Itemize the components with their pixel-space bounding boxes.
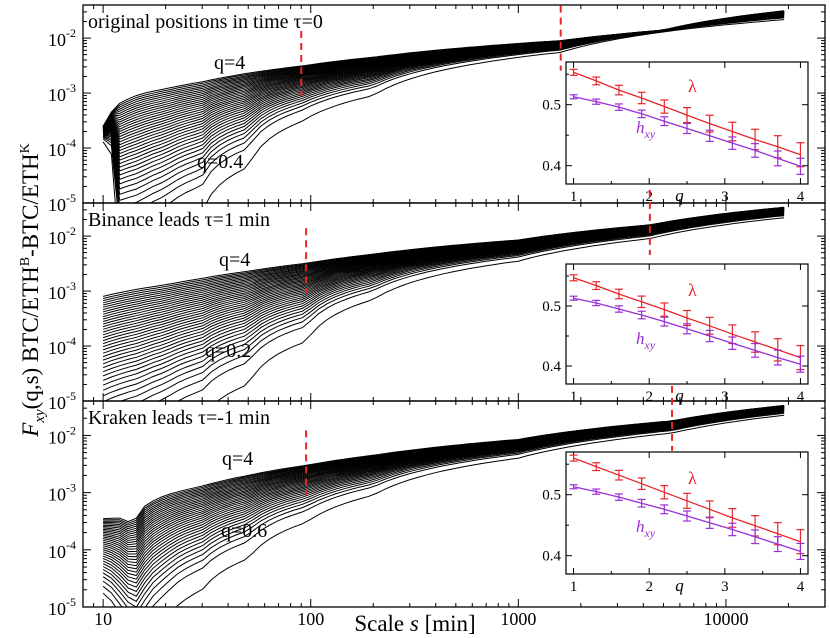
panel-frame: [82, 400, 826, 608]
curve-q-0.8: [102, 412, 785, 607]
x-tick-label: 1000: [500, 609, 536, 629]
curve-q-0.9: [102, 411, 785, 607]
x-tick-label: 100: [297, 609, 324, 629]
panel-title: Kraken leads τ=-1 min: [88, 407, 270, 429]
x-axis-label: Scale s [min]: [354, 611, 475, 636]
inset-x-tick-label: 3: [721, 189, 729, 205]
curve-family: [102, 206, 785, 401]
lambda-label: λ: [688, 280, 697, 300]
chart-panel-2: 10-5 10-4 10-3 10-2 Binance leads τ=1 min q=4…: [48, 189, 826, 413]
inset-x-tick-label: 3: [721, 579, 729, 595]
chart-panel-3: 10-5 10-4 10-3 10-2 10 100 1000 10000 Kraken lea…: [48, 385, 826, 629]
label-q-max: q=4: [219, 249, 250, 271]
lambda-series: λ: [569, 68, 805, 168]
curve-q-0.6: [175, 414, 785, 607]
inset-y-tick-label: 0.5: [542, 98, 561, 114]
inset-x-tick-label: 2: [645, 389, 653, 405]
y-tick-label: 10-3: [48, 481, 76, 505]
hxy-series: hxy: [569, 295, 805, 373]
inset-x-label: q: [675, 576, 684, 595]
inset-x-tick-label: 4: [797, 389, 805, 405]
y-tick-label: 10-3: [48, 81, 76, 105]
inset-x-tick-label: 1: [570, 189, 578, 205]
curve-q-0.3: [177, 215, 785, 401]
curve-family: [102, 405, 785, 607]
label-q-min: q=0.2: [205, 340, 251, 362]
y-tick-label: 10-2: [48, 26, 76, 50]
label-q-max: q=4: [222, 448, 253, 470]
x-tick-label: 10000: [703, 609, 748, 629]
inset-x-tick-label: 2: [645, 579, 653, 595]
inset-y-tick-label: 0.4: [542, 159, 561, 175]
inset-x-tick-label: 4: [797, 189, 805, 205]
curve-q-0.4: [157, 214, 785, 401]
curve-q-4.0: [102, 10, 785, 127]
hxy-series: hxy: [569, 94, 805, 175]
curve-q-0.2: [216, 217, 785, 401]
hxy-series: hxy: [569, 484, 805, 561]
panel-title: original positions in time τ=0: [88, 11, 323, 33]
inset-x-tick-label: 2: [645, 189, 653, 205]
label-q-min: q=0.4: [197, 151, 243, 173]
curve-q-4.0: [102, 206, 785, 297]
curve-family: [102, 10, 785, 203]
y-axis-label: Fxy(q,s) BTC/ETHB-BTC/ETHK: [18, 143, 48, 437]
panel-title: Binance leads τ=1 min: [88, 209, 270, 231]
y-tick-label: 10-2: [48, 423, 76, 447]
hxy-label: hxy: [636, 517, 656, 540]
y-tick-label: 10-4: [48, 538, 76, 562]
inset-y-tick-label: 0.5: [542, 488, 561, 504]
y-tick-label: 10-5: [48, 191, 76, 215]
y-tick-label: 10-5: [48, 389, 76, 413]
inset-chart: 1 2 3 4 0.4 0.5 q λ hxy: [542, 263, 809, 405]
chart-panel-1: 10-5 10-4 10-3 10-2 original positions in ti…: [48, 4, 826, 215]
lambda-series: λ: [569, 454, 805, 555]
inset-x-tick-label: 1: [570, 579, 578, 595]
curve-q-0.5: [140, 213, 785, 401]
lambda-label: λ: [688, 76, 697, 96]
panels: 10-5 10-4 10-3 10-2 original positions in ti…: [48, 4, 826, 629]
y-tick-label: 10-5: [48, 595, 76, 619]
inset-x-label: q: [675, 386, 684, 405]
y-tick-label: 10-4: [48, 136, 76, 160]
label-q-max: q=4: [214, 52, 245, 74]
hxy-label: hxy: [636, 118, 656, 141]
inset-y-tick-label: 0.4: [542, 359, 561, 375]
curve-q-0.4: [102, 19, 785, 203]
curve-q-0.7: [102, 412, 785, 607]
lambda-label: λ: [688, 468, 697, 488]
label-q-min: q=0.6: [221, 520, 267, 542]
inset-y-tick-label: 0.4: [542, 549, 561, 565]
inset-y-tick-label: 0.5: [542, 299, 561, 315]
inset-x-tick-label: 3: [721, 389, 729, 405]
inset-chart: 1 2 3 4 0.4 0.5 q λ hxy: [542, 61, 809, 205]
inset-x-tick-label: 4: [797, 579, 805, 595]
y-tick-label: 10-2: [48, 224, 76, 248]
x-tick-label: 10: [94, 609, 112, 629]
inset-chart: 1 2 3 4 0.4 0.5 q λ hxy: [542, 451, 809, 595]
inset-x-tick-label: 1: [570, 389, 578, 405]
inset-x-label: q: [675, 186, 684, 205]
curve-q-4.0: [103, 405, 785, 523]
hxy-label: hxy: [636, 329, 656, 352]
y-tick-label: 10-4: [48, 334, 76, 358]
y-tick-label: 10-3: [48, 279, 76, 303]
